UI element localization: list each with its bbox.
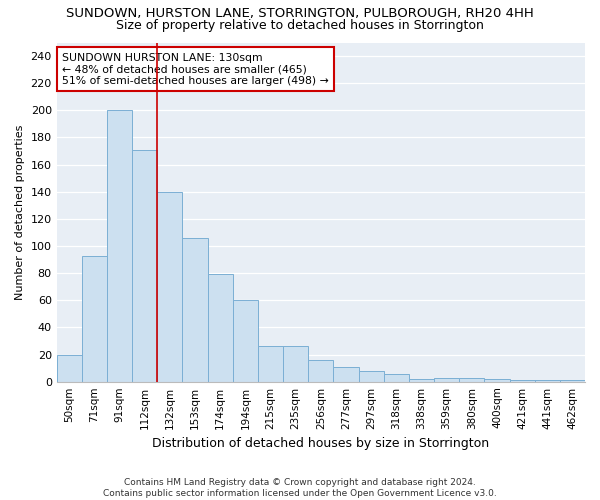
- Bar: [283, 346, 308, 382]
- Bar: [384, 374, 409, 382]
- Bar: [132, 150, 157, 382]
- Bar: [484, 379, 509, 382]
- Text: Size of property relative to detached houses in Storrington: Size of property relative to detached ho…: [116, 18, 484, 32]
- Text: Contains HM Land Registry data © Crown copyright and database right 2024.
Contai: Contains HM Land Registry data © Crown c…: [103, 478, 497, 498]
- Bar: [359, 371, 384, 382]
- Bar: [334, 367, 359, 382]
- Text: SUNDOWN, HURSTON LANE, STORRINGTON, PULBOROUGH, RH20 4HH: SUNDOWN, HURSTON LANE, STORRINGTON, PULB…: [66, 8, 534, 20]
- Bar: [535, 380, 560, 382]
- Bar: [560, 380, 585, 382]
- Bar: [233, 300, 258, 382]
- Y-axis label: Number of detached properties: Number of detached properties: [15, 124, 25, 300]
- Bar: [459, 378, 484, 382]
- Bar: [182, 238, 208, 382]
- Text: SUNDOWN HURSTON LANE: 130sqm
← 48% of detached houses are smaller (465)
51% of s: SUNDOWN HURSTON LANE: 130sqm ← 48% of de…: [62, 52, 329, 86]
- Bar: [208, 274, 233, 382]
- Bar: [107, 110, 132, 382]
- Bar: [434, 378, 459, 382]
- X-axis label: Distribution of detached houses by size in Storrington: Distribution of detached houses by size …: [152, 437, 490, 450]
- Bar: [56, 354, 82, 382]
- Bar: [308, 360, 334, 382]
- Bar: [82, 256, 107, 382]
- Bar: [409, 379, 434, 382]
- Bar: [258, 346, 283, 382]
- Bar: [157, 192, 182, 382]
- Bar: [509, 380, 535, 382]
